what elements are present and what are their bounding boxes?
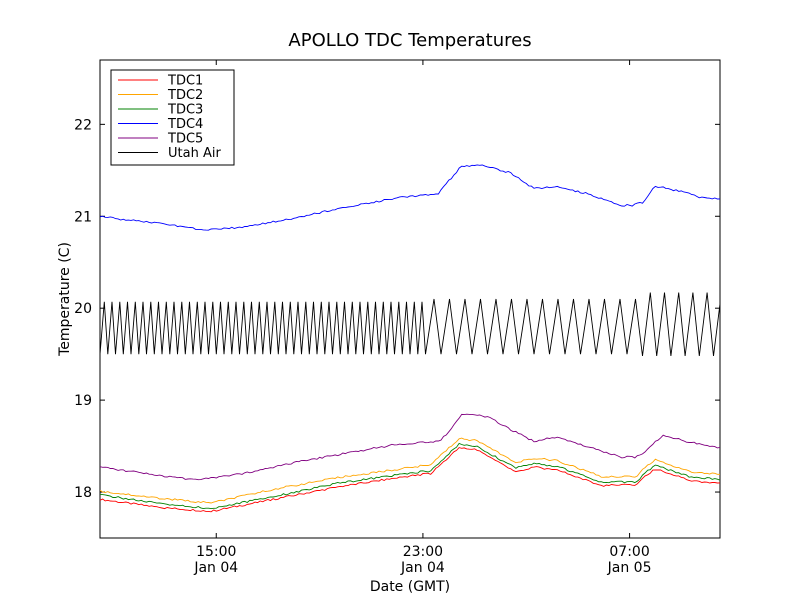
chart-title: APOLLO TDC Temperatures — [288, 30, 531, 51]
series-line-tdc1 — [100, 447, 720, 513]
y-tick-label: 19 — [74, 393, 92, 409]
x-tick-label-time: 23:00 — [403, 544, 443, 560]
y-axis-label: Temperature (C) — [57, 242, 73, 357]
series-line-tdc4 — [100, 164, 720, 231]
legend-label: TDC4 — [167, 117, 203, 132]
x-tick-label-time: 15:00 — [196, 544, 236, 560]
series-line-tdc5 — [100, 413, 720, 481]
legend-label: TDC1 — [167, 74, 203, 89]
legend-label: TDC5 — [167, 132, 203, 147]
legend-label: Utah Air — [168, 146, 221, 161]
legend-box — [110, 69, 235, 166]
y-tick-label: 21 — [74, 209, 92, 225]
y-tick-label: 18 — [74, 485, 92, 501]
x-tick-label-date: Jan 04 — [400, 560, 445, 576]
legend-label: TDC2 — [167, 88, 203, 103]
y-tick-label: 20 — [74, 301, 92, 317]
series-line-tdc2 — [100, 437, 720, 504]
x-tick-label-date: Jan 05 — [607, 560, 652, 576]
series-layer — [100, 164, 720, 513]
y-tick-label: 22 — [74, 117, 92, 133]
series-line-utah-air — [100, 292, 720, 357]
x-tick-label-date: Jan 04 — [193, 560, 238, 576]
x-axis-label: Date (GMT) — [370, 579, 450, 595]
legend-label: TDC3 — [167, 103, 203, 118]
series-line-tdc3 — [100, 442, 720, 510]
x-tick-label-time: 07:00 — [609, 544, 649, 560]
